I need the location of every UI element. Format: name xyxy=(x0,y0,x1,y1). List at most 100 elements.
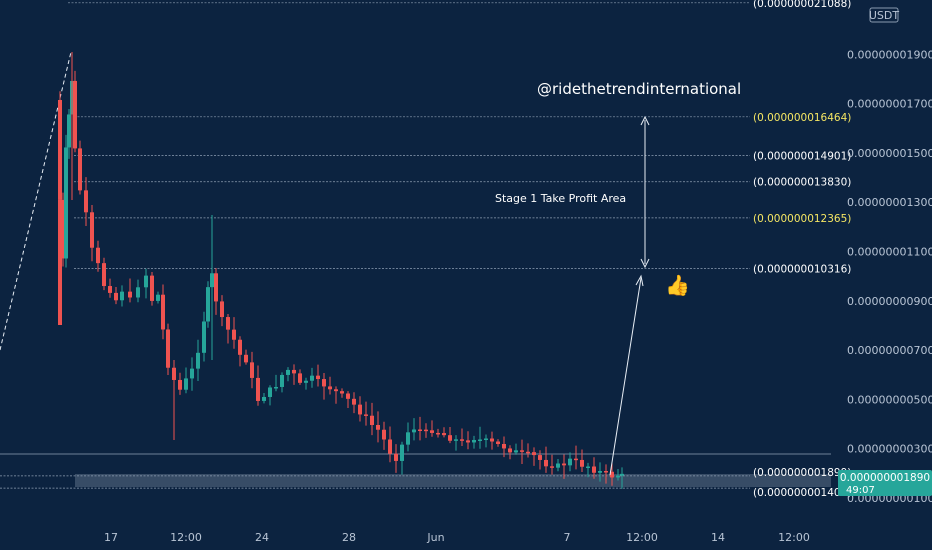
candle-body xyxy=(520,450,524,452)
candle-body xyxy=(436,432,440,435)
candle-body xyxy=(490,438,494,442)
candle-body xyxy=(256,377,260,401)
candle-body xyxy=(232,329,236,340)
candle-body xyxy=(316,375,320,380)
candle-body xyxy=(114,292,118,301)
candle-body xyxy=(496,441,500,444)
projection-arrow[interactable] xyxy=(609,274,644,476)
x-tick-label: 12:00 xyxy=(778,531,810,544)
x-tick-label: Jun xyxy=(426,531,444,544)
candle-body xyxy=(292,369,296,374)
candle-body xyxy=(178,379,182,390)
candle-body xyxy=(610,471,614,478)
candle-body xyxy=(322,379,326,387)
candle-body xyxy=(538,455,542,460)
candle-body xyxy=(280,374,284,387)
candle-body xyxy=(214,273,218,302)
candle-body xyxy=(67,114,71,148)
candle-body xyxy=(550,466,554,468)
candle-body xyxy=(128,291,132,298)
candle-body xyxy=(580,459,584,467)
candle-body xyxy=(136,287,140,298)
level-label: (0.000000010316) xyxy=(753,263,851,275)
candles xyxy=(58,52,624,489)
level-label: (0.000000016464) xyxy=(753,112,851,124)
candle-body xyxy=(592,466,596,473)
candle-body xyxy=(78,148,82,191)
candle-body xyxy=(448,435,452,441)
range-arrow[interactable] xyxy=(640,115,650,269)
candle-body xyxy=(184,378,188,390)
candle-body xyxy=(286,369,290,375)
candle-body xyxy=(166,329,170,368)
candle-body xyxy=(58,200,62,325)
candle-body xyxy=(370,415,374,425)
candle-body xyxy=(310,375,314,381)
candle-body xyxy=(346,393,350,399)
candle-body xyxy=(364,414,368,416)
level-label: (0.000000013830) xyxy=(753,177,851,189)
candle-body xyxy=(376,424,380,430)
take-profit-label: Stage 1 Take Profit Area xyxy=(495,192,626,205)
watermark-text: @ridethetrendinternational xyxy=(537,80,741,98)
candle-body xyxy=(604,471,608,473)
candle-body xyxy=(220,301,224,318)
candle-body xyxy=(244,354,248,363)
candle-body xyxy=(388,439,392,454)
candle-body xyxy=(108,286,112,293)
candle-body xyxy=(556,463,560,468)
candle-body xyxy=(202,321,206,353)
candle-body xyxy=(430,430,434,433)
price-tag-countdown: 49:07 xyxy=(846,485,875,496)
currency-badge[interactable]: USDT xyxy=(869,7,900,23)
candle-body xyxy=(64,147,68,259)
candle-body xyxy=(472,439,476,443)
candle-body xyxy=(460,439,464,441)
x-tick-label: 17 xyxy=(104,531,118,544)
candle-body xyxy=(102,263,106,287)
candle-body xyxy=(568,458,572,466)
candle-body xyxy=(412,429,416,433)
thumbs-up-icon: 👍 xyxy=(665,273,690,297)
candle-body xyxy=(120,291,124,301)
candle-body xyxy=(340,391,344,394)
candle-body xyxy=(466,440,470,443)
candle-body xyxy=(598,471,602,473)
candle-body xyxy=(532,452,536,456)
candle-body xyxy=(238,339,242,355)
level-label: (0.000000001899) xyxy=(753,467,851,479)
candle-body xyxy=(418,429,422,432)
candle-body xyxy=(484,438,488,441)
candle-body xyxy=(442,433,446,436)
x-tick-label: 28 xyxy=(342,531,356,544)
candle-body xyxy=(620,473,624,476)
candle-body xyxy=(250,362,254,378)
candle-body xyxy=(616,475,620,478)
candle-body xyxy=(526,451,530,454)
candle-body xyxy=(454,439,458,441)
candle-body xyxy=(424,429,428,432)
level-label: (0.000000021088) xyxy=(753,0,851,10)
candle-body xyxy=(196,352,200,369)
candle-body xyxy=(334,389,338,392)
candle-body xyxy=(562,463,566,466)
candle-body xyxy=(206,287,210,322)
candle-body xyxy=(156,294,160,301)
candle-body xyxy=(328,386,332,390)
candle-body xyxy=(73,80,77,149)
candle-body xyxy=(478,439,482,442)
x-tick-label: 12:00 xyxy=(170,531,202,544)
horizontal-levels xyxy=(0,2,831,489)
candle-body xyxy=(144,275,148,288)
candle-body xyxy=(84,190,88,213)
x-axis: 17 12:00 24 28 Jun 7 12:00 14 12:00 xyxy=(104,531,810,544)
